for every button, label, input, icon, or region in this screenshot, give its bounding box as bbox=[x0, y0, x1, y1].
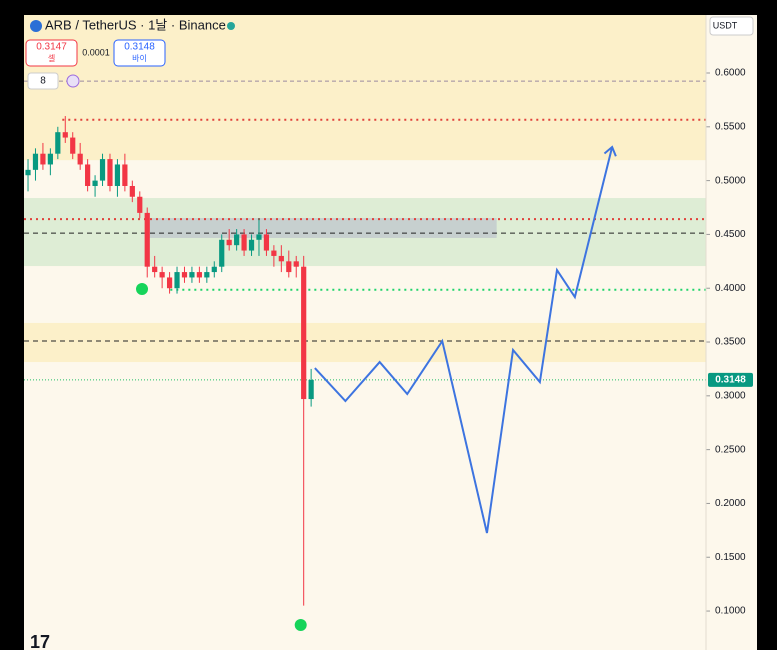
y-tick-label: 0.2500 bbox=[715, 444, 746, 455]
candle-body bbox=[62, 132, 68, 138]
candle-body bbox=[293, 261, 299, 267]
indicator-icon[interactable] bbox=[66, 74, 80, 88]
candle-body bbox=[278, 255, 284, 262]
buy-button[interactable] bbox=[113, 39, 166, 67]
y-tick-label: 0.1000 bbox=[715, 606, 746, 617]
candle-body bbox=[159, 272, 165, 278]
candle-body bbox=[85, 164, 91, 186]
zone bbox=[24, 15, 706, 161]
candle-body bbox=[174, 272, 180, 289]
candle-body bbox=[234, 234, 240, 246]
y-tick-label: 0.2000 bbox=[715, 498, 746, 509]
sell-label: 셀 bbox=[48, 53, 55, 63]
candle-body bbox=[144, 212, 150, 267]
tv-logo: 17 bbox=[30, 632, 50, 650]
y-tick-label: 0.3000 bbox=[715, 390, 746, 401]
y-tick-label: 0.3500 bbox=[715, 337, 746, 348]
candle-body bbox=[137, 196, 143, 213]
indicator-toggle[interactable] bbox=[27, 72, 59, 90]
candle-body bbox=[152, 266, 158, 273]
last-price-label: 0.3148 bbox=[715, 375, 746, 386]
candle-body bbox=[226, 239, 232, 246]
y-tick-label: 0.1500 bbox=[715, 552, 746, 563]
buy-label: 바이 bbox=[132, 53, 147, 63]
candle-body bbox=[55, 132, 61, 154]
candle-body bbox=[70, 137, 76, 154]
candle-body bbox=[189, 272, 195, 278]
range-box bbox=[147, 218, 497, 238]
candle-body bbox=[40, 153, 46, 165]
candle-body bbox=[286, 261, 292, 273]
last-price-tag bbox=[708, 372, 753, 387]
spread: 0.0001 bbox=[82, 47, 110, 57]
buy-price: 0.3148 bbox=[124, 42, 155, 53]
candle-body bbox=[308, 379, 314, 400]
y-tick-label: 0.6000 bbox=[715, 68, 746, 79]
candle-body bbox=[107, 159, 113, 186]
candle-body bbox=[129, 185, 135, 197]
candle-body bbox=[271, 250, 277, 256]
y-tick-label: 0.5500 bbox=[715, 121, 746, 132]
candle-body bbox=[219, 239, 225, 267]
currency: USDT bbox=[713, 20, 738, 30]
candle-body bbox=[181, 272, 188, 278]
candle-body bbox=[196, 272, 202, 278]
currency-select[interactable] bbox=[709, 16, 754, 36]
candle-body bbox=[32, 153, 39, 170]
candle-body bbox=[166, 277, 173, 289]
candle-body bbox=[114, 164, 121, 186]
symbol: ARB / TetherUS · 1날 · Binance bbox=[45, 17, 226, 32]
signal-dot bbox=[294, 619, 307, 632]
zone bbox=[24, 322, 706, 363]
candle-body bbox=[77, 153, 83, 165]
candle-body bbox=[301, 266, 307, 400]
candle-body bbox=[248, 239, 255, 251]
signal-dot bbox=[136, 282, 149, 295]
y-tick-label: 0.4000 bbox=[715, 283, 746, 294]
candle-body bbox=[241, 234, 247, 251]
candle-body bbox=[92, 180, 98, 186]
projection-line bbox=[314, 146, 614, 534]
status-dot bbox=[227, 22, 235, 30]
sell-price: 0.3147 bbox=[36, 42, 67, 53]
plot: 0.1000 0.1500 0.2000 0.2500 0.3000 0.3500 0.40… bbox=[24, 15, 753, 632]
y-tick-label: 0.4500 bbox=[715, 229, 746, 240]
candle-body bbox=[263, 234, 270, 251]
logo bbox=[30, 20, 42, 32]
indicator-count: 8 bbox=[40, 76, 46, 87]
candle-body bbox=[99, 159, 106, 181]
candle-body bbox=[47, 153, 53, 165]
candle-body bbox=[25, 169, 31, 176]
candle-body bbox=[122, 164, 128, 186]
candle-body bbox=[204, 272, 210, 278]
candle-body bbox=[256, 234, 262, 240]
projection-arrowhead bbox=[603, 145, 617, 157]
y-tick-label: 0.5000 bbox=[715, 175, 746, 186]
candle-body bbox=[211, 266, 217, 273]
sell-button[interactable] bbox=[25, 39, 78, 67]
